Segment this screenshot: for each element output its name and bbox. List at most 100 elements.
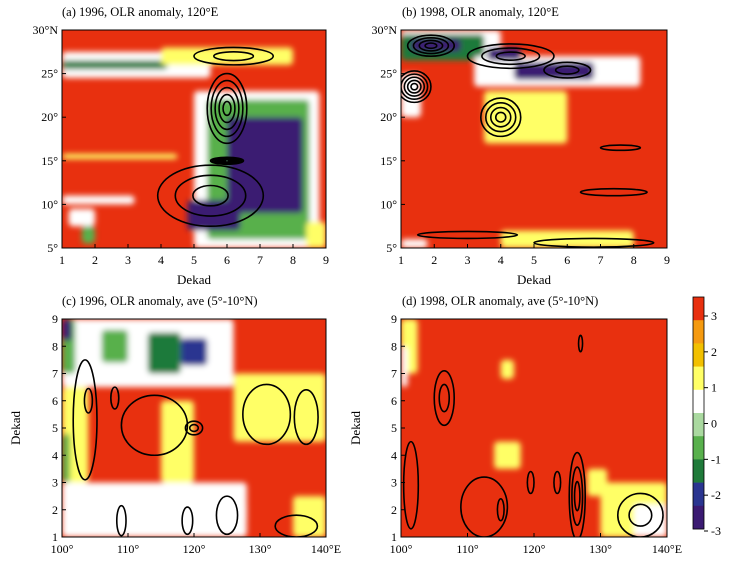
contour-line [554, 65, 580, 75]
heatmap-cell [68, 501, 247, 524]
y-tick-label: 9 [391, 312, 397, 326]
contour-line [206, 72, 248, 145]
x-tick-label: 8 [631, 253, 637, 267]
contour-line [599, 144, 642, 152]
contour-line [418, 39, 444, 52]
panel-a-x-ticks: 1 2 3 4 5 6 7 8 9 [59, 244, 329, 267]
y-tick-label: 6 [391, 394, 397, 408]
heatmap-cell [62, 319, 72, 341]
contour-line [571, 466, 584, 526]
colorbar-frame [692, 296, 705, 530]
contour-line [222, 100, 232, 117]
contour-line [110, 386, 120, 410]
y-tick-label: 1 [391, 530, 397, 544]
contour-line [543, 61, 592, 79]
y-tick-label: 7 [52, 367, 58, 381]
colorbar-tick-label: 1 [711, 381, 717, 395]
x-tick-label: 110° [117, 542, 140, 556]
panel-a: (a) 1996, OLR anomaly, 120°E 1 2 3 4 5 6 7 8 9 5… [33, 5, 329, 287]
heatmap-cell [293, 496, 326, 537]
y-tick-label: 1 [52, 530, 58, 544]
y-tick-label: 2 [52, 503, 58, 517]
y-tick-label: 30°N [33, 23, 59, 37]
heatmap-cell [161, 47, 293, 65]
x-tick-label: 120° [183, 542, 206, 556]
colorbar-swatch [693, 320, 704, 344]
panel-a-contours [156, 46, 274, 227]
contour-line [496, 498, 505, 522]
contour-line [120, 394, 189, 457]
heatmap-cell [500, 359, 515, 379]
y-tick-label: 4 [52, 448, 58, 462]
contour-line [479, 97, 522, 138]
panel-a-title: (a) 1996, OLR anomaly, 120°E [62, 5, 219, 19]
x-tick-label: 1 [398, 253, 404, 267]
colorbar-tick-label: 0 [711, 417, 717, 431]
panel-b-title: (b) 1998, OLR anomaly, 120°E [402, 5, 559, 19]
colorbar-swatch [693, 482, 704, 507]
x-tick-label: 6 [224, 253, 230, 267]
y-tick-label: 20° [380, 110, 397, 124]
contour-line [213, 50, 255, 62]
y-tick-label: 25° [41, 67, 58, 81]
y-tick-label: 25° [380, 67, 397, 81]
x-tick-label: 130° [589, 542, 612, 556]
panel-c-title: (c) 1996, OLR anomaly, ave (5°-10°N) [62, 294, 258, 308]
panel-c: (c) 1996, OLR anomaly, ave (5°-10°N) 100… [8, 294, 341, 556]
contour-line [401, 73, 429, 101]
x-tick-label: 3 [465, 253, 471, 267]
colorbar-swatch [693, 343, 704, 367]
contour-line [494, 111, 507, 123]
contour-line [402, 440, 420, 530]
contour-line [218, 93, 236, 124]
x-tick-label: 100° [390, 542, 413, 556]
y-tick-label: 30°N [372, 23, 398, 37]
x-tick-label: 1 [59, 253, 65, 267]
contour-line [209, 156, 245, 166]
contour-line [489, 106, 512, 128]
contour-line [156, 164, 265, 227]
colorbar-swatches [693, 297, 704, 530]
colorbar-swatch [693, 389, 704, 414]
contour-line [83, 387, 94, 414]
contour-line [192, 184, 229, 207]
x-tick-label: 5 [531, 253, 537, 267]
heatmap-cell [180, 338, 208, 366]
panel-b-contours [401, 34, 655, 248]
panel-d: (d) 1998, OLR anomaly, ave (5°-10°N) 100… [348, 294, 682, 556]
heatmap-cell [62, 60, 168, 70]
contour-line [495, 51, 526, 62]
contour-line [174, 174, 247, 217]
contour-line [573, 480, 581, 512]
heatmap-cell [306, 221, 326, 248]
y-tick-label: 10° [380, 197, 397, 211]
panel-d-heatmap [401, 319, 667, 537]
panel-b-heatmap [401, 30, 667, 248]
x-tick-label: 2 [92, 253, 98, 267]
y-tick-label: 5° [386, 241, 397, 255]
x-tick-label: 3 [125, 253, 131, 267]
heatmap-cell [81, 226, 95, 244]
contour-line [406, 34, 455, 57]
x-tick-label: 9 [664, 253, 670, 267]
colorbar-swatch [693, 413, 704, 437]
heatmap-cell [62, 195, 135, 205]
panel-c-heatmap [62, 319, 326, 537]
heatmap-cell [587, 468, 608, 497]
colorbar-swatch [693, 436, 704, 460]
contour-line [181, 506, 194, 536]
panel-a-xlabel: Dekad [177, 272, 211, 287]
x-tick-label: 140°E [311, 542, 341, 556]
panel-d-x-ticks: 100° 110° 120° 130° 140°E [390, 533, 682, 556]
contour-line [193, 46, 274, 66]
heatmap-cell [68, 208, 95, 227]
colorbar-tick-label: -3 [711, 524, 721, 538]
colorbar-tick-label: 3 [711, 309, 717, 323]
x-tick-label: 4 [498, 253, 504, 267]
panel-b-xlabel: Dekad [517, 272, 551, 287]
contour-line [412, 37, 450, 55]
panel-c-contours [72, 359, 319, 537]
y-tick-label: 15° [380, 154, 397, 168]
contour-line [568, 451, 587, 537]
contour-line [214, 86, 240, 131]
